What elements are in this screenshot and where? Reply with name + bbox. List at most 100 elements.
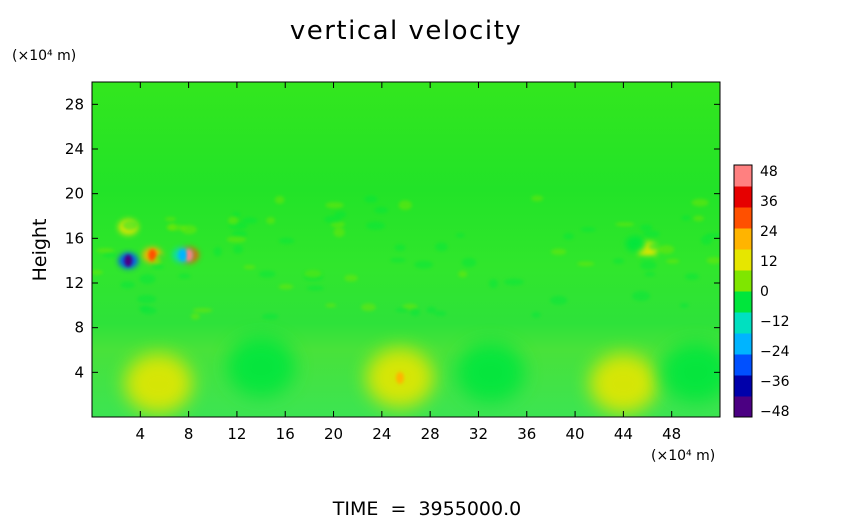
turbulence-patch bbox=[461, 257, 477, 268]
y-tick-label: 12 bbox=[65, 274, 84, 292]
colorbar: 48 36 24 12 0 −12 −24 −36 −48 bbox=[733, 164, 790, 420]
turbulence-patch bbox=[233, 244, 243, 254]
field-feature bbox=[625, 235, 646, 252]
colorbar-tick-label: −12 bbox=[760, 314, 790, 330]
turbulence-patch bbox=[166, 224, 186, 231]
turbulence-patch bbox=[306, 285, 325, 291]
turbulence-patch bbox=[504, 278, 524, 286]
x-tick-label: 4 bbox=[136, 425, 146, 443]
y-tick-label: 16 bbox=[65, 229, 84, 247]
turbulence-patch bbox=[414, 260, 434, 269]
y-tick-label: 24 bbox=[65, 140, 84, 158]
turbulence-patch bbox=[243, 265, 256, 270]
colorbar-segment bbox=[734, 249, 752, 271]
colorbar-segment bbox=[734, 375, 752, 397]
colorbar-tick-label: 0 bbox=[760, 284, 769, 300]
turbulence-patch bbox=[648, 243, 659, 251]
turbulence-patch bbox=[394, 244, 406, 251]
turbulence-patch bbox=[138, 306, 150, 311]
turbulence-patch bbox=[137, 294, 157, 304]
turbulence-patch bbox=[550, 295, 568, 305]
y-tick-label: 4 bbox=[74, 363, 84, 381]
turbulence-patch bbox=[242, 217, 258, 224]
colorbar-segment bbox=[734, 312, 752, 334]
turbulence-patch bbox=[488, 278, 498, 289]
colorbar-tick-label: −24 bbox=[760, 344, 790, 360]
turbulence-patch bbox=[164, 216, 177, 222]
field-core bbox=[395, 371, 404, 384]
colorbar-segment bbox=[734, 270, 752, 292]
colorbar-frame bbox=[733, 164, 753, 418]
field-core bbox=[148, 249, 157, 262]
turbulence-patch bbox=[266, 217, 276, 225]
turbulence-patch bbox=[261, 313, 279, 320]
colorbar-segment bbox=[734, 396, 752, 418]
turbulence-patch bbox=[684, 273, 699, 280]
turbulence-patch bbox=[455, 233, 465, 238]
turbulence-patch bbox=[632, 290, 651, 301]
x-tick-label: 44 bbox=[614, 425, 633, 443]
colorbar-segment bbox=[734, 228, 752, 250]
y-tick-label: 28 bbox=[65, 95, 84, 113]
turbulence-patch bbox=[361, 303, 376, 312]
turbulence-patch bbox=[192, 307, 213, 313]
turbulence-patch bbox=[344, 274, 358, 282]
colorbar-segment bbox=[734, 186, 752, 208]
x-tick-label: 48 bbox=[662, 425, 681, 443]
x-unit-label: (×10⁴ m) bbox=[651, 448, 715, 464]
turbulence-patch bbox=[228, 216, 239, 225]
y-tick-label: 8 bbox=[74, 319, 84, 337]
turbulence-patch bbox=[232, 230, 247, 238]
turbulence-patch bbox=[615, 222, 635, 227]
turbulence-patch bbox=[644, 272, 656, 277]
plot-area bbox=[91, 81, 721, 418]
field-core bbox=[178, 249, 187, 262]
turbulence-patch bbox=[325, 201, 344, 209]
x-tick-label: 36 bbox=[517, 425, 536, 443]
turbulence-patch bbox=[190, 313, 200, 320]
turbulence-patch bbox=[232, 212, 241, 217]
x-tick-label: 24 bbox=[372, 425, 391, 443]
turbulence-patch bbox=[580, 227, 596, 232]
colorbar-segment bbox=[734, 333, 752, 355]
turbulence-patch bbox=[691, 198, 709, 207]
turbulence-patch bbox=[325, 303, 337, 308]
turbulence-patch bbox=[706, 257, 720, 264]
turbulence-patch bbox=[693, 215, 705, 222]
turbulence-patch bbox=[278, 284, 294, 290]
field-feature bbox=[124, 353, 193, 414]
turbulence-patch bbox=[665, 258, 680, 264]
turbulence-patch bbox=[563, 232, 574, 240]
colorbar-segment bbox=[734, 165, 752, 187]
turbulence-patch bbox=[435, 242, 448, 252]
turbulence-patch bbox=[701, 235, 712, 245]
turbulence-patch bbox=[639, 255, 655, 262]
x-tick-label: 12 bbox=[227, 425, 246, 443]
field-feature bbox=[227, 336, 296, 397]
turbulence-patch bbox=[531, 311, 541, 318]
turbulence-patch bbox=[333, 227, 345, 238]
field-feature bbox=[661, 342, 720, 403]
colorbar-segment bbox=[734, 354, 752, 376]
turbulence-patch bbox=[213, 246, 222, 257]
turbulence-patch bbox=[642, 230, 660, 238]
turbulence-patch bbox=[658, 245, 675, 255]
turbulence-patch bbox=[531, 195, 544, 202]
turbulence-patch bbox=[679, 303, 689, 308]
turbulence-patch bbox=[398, 200, 413, 211]
y-axis-label: Height bbox=[29, 219, 51, 282]
colorbar-segment bbox=[734, 207, 752, 229]
y-tick-label: 20 bbox=[65, 185, 84, 203]
turbulence-patch bbox=[434, 310, 447, 317]
y-axis: 4 8 12 16 20 24 28 bbox=[65, 95, 720, 381]
colorbar-tick-label: 12 bbox=[760, 254, 778, 270]
x-tick-label: 28 bbox=[421, 425, 440, 443]
turbulence-patch bbox=[681, 215, 691, 221]
plot-frame bbox=[91, 81, 721, 418]
turbulence-patch bbox=[96, 248, 115, 253]
turbulence-patch bbox=[258, 270, 276, 278]
turbulence-patch bbox=[120, 281, 135, 289]
field-core bbox=[124, 254, 133, 267]
turbulence-patch bbox=[274, 195, 285, 204]
turbulence-patch bbox=[151, 264, 165, 269]
